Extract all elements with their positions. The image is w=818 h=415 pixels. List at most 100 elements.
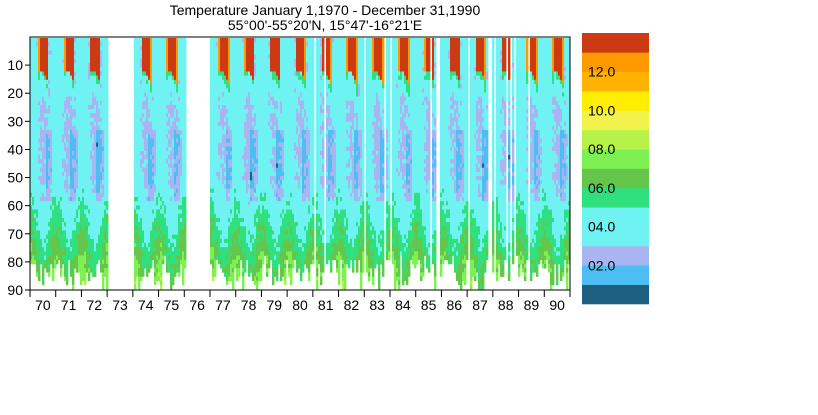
heat-cell — [238, 238, 241, 244]
heat-cell — [66, 176, 69, 181]
heat-cell — [34, 130, 37, 135]
heat-cell — [166, 226, 169, 231]
heat-cell — [162, 242, 165, 248]
heat-cell — [232, 180, 235, 185]
heat-cell — [252, 226, 255, 231]
heat-cell — [252, 272, 255, 277]
heat-cell — [74, 171, 77, 177]
heat-cell — [238, 259, 241, 265]
heat-cell — [70, 176, 73, 181]
heat-cell — [244, 142, 247, 148]
heat-cell — [32, 100, 35, 106]
heat-cell — [164, 79, 167, 85]
heat-cell — [216, 213, 219, 219]
heat-cell — [222, 104, 225, 110]
heat-cell — [136, 138, 139, 143]
heat-cell — [74, 71, 77, 77]
heat-cell — [214, 104, 217, 110]
heat-cell — [226, 259, 229, 265]
heat-cell — [166, 100, 169, 106]
heat-cell — [142, 130, 145, 135]
heat-cell — [80, 42, 83, 47]
heat-cell — [234, 192, 237, 198]
heat-cell — [38, 109, 41, 114]
heat-cell — [240, 159, 243, 164]
heat-cell — [174, 192, 177, 198]
heat-cell — [136, 92, 139, 97]
heat-cell — [80, 63, 83, 68]
heat-cell — [214, 67, 217, 72]
heat-cell — [72, 71, 75, 77]
heat-cell — [86, 42, 89, 47]
heat-cell — [142, 84, 145, 89]
heat-cell — [90, 121, 93, 127]
heat-cell — [70, 222, 73, 227]
heat-cell — [42, 238, 45, 244]
heat-cell — [254, 67, 257, 72]
heat-cell — [136, 205, 139, 210]
heat-cell — [222, 255, 225, 261]
heat-cell — [102, 201, 105, 206]
heat-cell — [44, 134, 47, 139]
heat-cell — [168, 79, 171, 85]
heat-cell — [210, 84, 213, 89]
heat-cell — [104, 263, 107, 269]
heat-cell — [64, 226, 67, 231]
heat-cell — [220, 54, 223, 60]
heat-cell — [70, 125, 73, 131]
heat-cell — [54, 184, 57, 189]
heat-cell — [172, 138, 175, 143]
heat-cell — [244, 251, 247, 256]
heat-cell — [58, 146, 61, 152]
heat-cell — [170, 247, 173, 252]
heat-cell — [216, 92, 219, 97]
heat-cell — [240, 155, 243, 160]
heat-cell — [148, 79, 151, 85]
heat-cell — [70, 226, 73, 231]
heat-cell — [142, 159, 145, 164]
heat-cell — [68, 150, 71, 156]
heat-cell — [184, 130, 187, 135]
heat-cell — [30, 259, 33, 265]
heat-cell — [80, 217, 83, 223]
heat-cell — [240, 171, 243, 177]
heat-cell — [64, 268, 67, 273]
heat-cell — [144, 50, 147, 56]
heat-cell — [160, 255, 163, 261]
heat-cell — [90, 138, 93, 143]
heat-cell — [100, 163, 103, 169]
heat-cell — [244, 121, 247, 127]
heat-cell — [46, 121, 49, 127]
heat-cell — [100, 121, 103, 127]
heat-cell — [250, 96, 253, 102]
heat-cell — [214, 42, 217, 47]
heat-cell — [226, 230, 229, 236]
heat-cell — [234, 113, 237, 118]
heat-cell — [142, 117, 145, 123]
heat-cell — [170, 134, 173, 139]
heat-cell — [230, 201, 233, 206]
heat-cell — [166, 138, 169, 143]
heat-cell — [104, 163, 107, 169]
heat-cell — [238, 217, 241, 223]
heat-cell — [250, 67, 253, 72]
heat-cell — [66, 196, 69, 202]
heat-cell — [60, 38, 63, 43]
heat-cell — [230, 196, 233, 202]
heat-cell — [92, 167, 95, 173]
heat-cell — [142, 201, 145, 206]
heat-cell — [142, 58, 145, 64]
heat-cell — [102, 58, 105, 64]
heat-cell — [230, 100, 233, 106]
heat-cell — [166, 222, 169, 227]
heat-cell — [64, 146, 67, 152]
heat-cell — [46, 209, 49, 215]
heat-cell — [160, 71, 163, 77]
heat-cell — [60, 58, 63, 64]
heat-cell — [58, 67, 61, 72]
heat-cell — [174, 201, 177, 206]
heat-cell — [234, 176, 237, 181]
heat-cell — [248, 255, 251, 261]
heat-cell — [78, 234, 81, 240]
heat-cell — [42, 226, 45, 231]
